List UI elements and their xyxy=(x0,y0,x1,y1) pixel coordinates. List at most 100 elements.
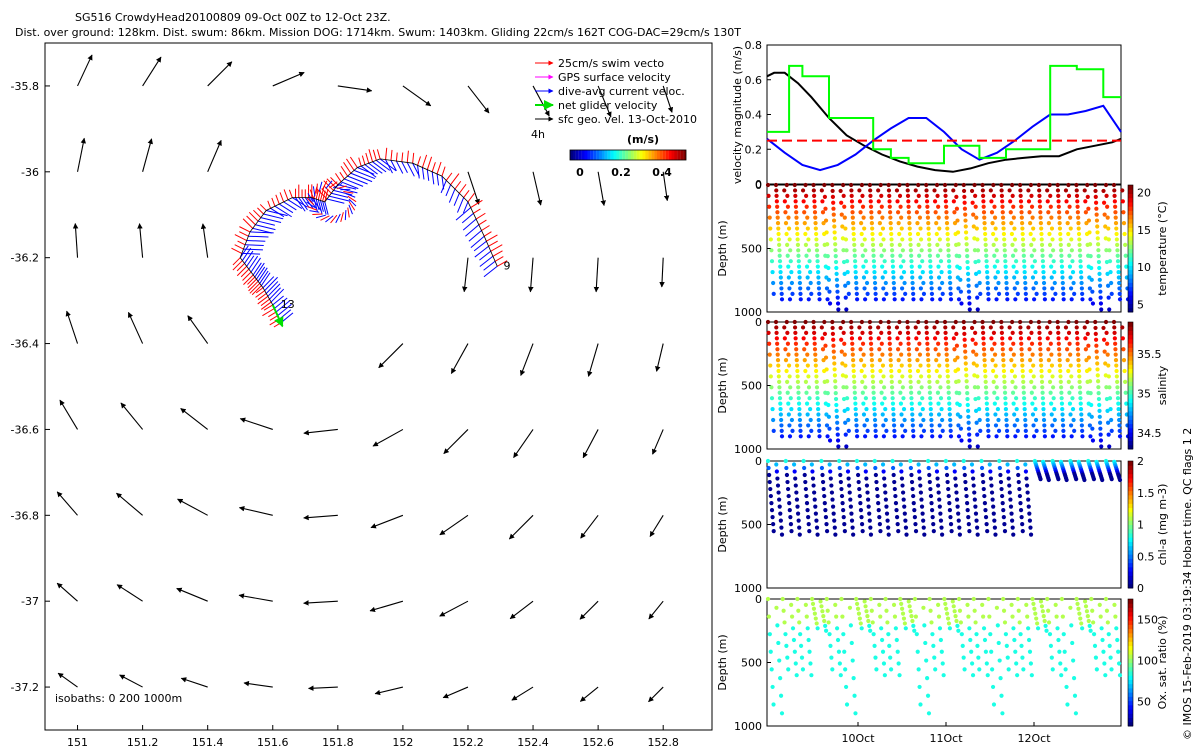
oxygen-colorbar-cell xyxy=(1128,717,1133,723)
salinity-colorbar-cell xyxy=(1128,393,1133,399)
temperature-profile-point xyxy=(977,280,982,286)
track-loop-arrow xyxy=(318,181,323,192)
salinity-colorbar-cell xyxy=(1128,432,1133,437)
salinity-profile-point xyxy=(890,396,895,401)
salinity-colorbar-cell xyxy=(1128,355,1133,361)
temperature-profile-point xyxy=(808,280,813,286)
temperature-profile-point xyxy=(802,210,807,215)
oxygen-profile-point xyxy=(1100,637,1105,643)
temperature-profile-point xyxy=(991,193,997,198)
salinity-profile-point xyxy=(1095,373,1100,378)
salinity-profile-point xyxy=(1104,330,1109,335)
temperature-profile-point xyxy=(778,275,783,280)
temperature-profile-point xyxy=(777,259,783,264)
temperature-profile-point xyxy=(918,237,924,242)
geostrophic-velocity-arrow xyxy=(200,223,209,258)
temperature-profile-point xyxy=(985,280,990,286)
oxygen-profile-point xyxy=(813,616,818,621)
salinity-profile-point xyxy=(1048,341,1053,346)
salinity-profile-point xyxy=(857,325,862,330)
salinity-profile-point xyxy=(964,373,969,378)
temperature-profile-point xyxy=(775,221,781,226)
salinity-colorbar-cell xyxy=(1128,389,1133,395)
current-velocity-arrow xyxy=(248,235,269,238)
temperature-profile-point xyxy=(873,297,878,302)
salinity-profile-point xyxy=(841,330,846,335)
salinity-profile-point xyxy=(834,402,839,408)
temperature-profile-point xyxy=(1094,218,1100,223)
velocity-ytick-label: 0 xyxy=(755,178,762,191)
salinity-profile-point xyxy=(833,385,838,390)
temperature-profile-point xyxy=(794,210,799,215)
swim-vector-arrow xyxy=(406,150,409,163)
chla-profile-point xyxy=(775,483,781,488)
oxygen-profile-point xyxy=(958,620,963,625)
salinity-profile-point xyxy=(792,325,798,330)
temperature-profile-point xyxy=(929,286,934,291)
oxygen-profile-point xyxy=(778,676,783,681)
oxygen-profile-point xyxy=(768,649,773,654)
swim-vector-arrow xyxy=(473,208,481,214)
temperature-profile-point xyxy=(982,221,987,226)
current-velocity-arrow xyxy=(353,169,376,180)
chla-profile-point xyxy=(919,497,924,502)
swim-vector-arrow xyxy=(257,207,264,215)
chla-profile-point xyxy=(997,465,1002,471)
temperature-profile-point xyxy=(775,215,780,220)
salinity-profile-point xyxy=(1080,434,1085,439)
temperature-profile-point xyxy=(1007,188,1012,193)
swim-vector-arrow xyxy=(251,285,262,296)
temperature-profile-point xyxy=(937,237,942,242)
salinity-profile-point xyxy=(1068,412,1073,417)
salinity-profile-point xyxy=(793,336,798,341)
oxygen-profile-point xyxy=(1085,613,1090,619)
oxygen-profile-point xyxy=(1059,673,1064,678)
chla-profile-point xyxy=(886,525,891,530)
temperature-profile-point xyxy=(898,204,903,209)
oxygen-profile-point xyxy=(1058,661,1063,666)
salinity-profile-point xyxy=(908,385,913,390)
chla-profile-point xyxy=(1018,508,1024,513)
salinity-profile-point xyxy=(971,361,976,366)
salinity-profile-point xyxy=(1004,417,1009,423)
oxygen-profile-point xyxy=(1094,667,1099,672)
chla-profile-point xyxy=(988,469,993,474)
chla-profile-point xyxy=(972,490,977,495)
salinity-profile-point xyxy=(902,417,907,423)
salinity-profile-point xyxy=(1032,434,1037,439)
salinity-profile-point xyxy=(1038,347,1043,352)
salinity-profile-point xyxy=(1064,347,1070,352)
current-velocity-arrow xyxy=(270,207,285,218)
temperature-profile-point xyxy=(1115,253,1120,258)
salinity-profile-point xyxy=(814,374,819,379)
chla-profile-point xyxy=(998,472,1003,478)
oxygen-profile-point xyxy=(843,684,849,690)
chla-profile-point xyxy=(841,508,846,513)
salinity-colorbar-frame xyxy=(1127,321,1134,450)
chla-profile-point xyxy=(783,458,788,464)
salinity-profile-point xyxy=(944,358,950,363)
oxygen-profile-point xyxy=(1078,616,1083,621)
oxygen-profile-point xyxy=(829,655,834,660)
chla-profile-point xyxy=(1020,529,1025,534)
salinity-profile-point xyxy=(898,390,903,395)
salinity-profile-point xyxy=(928,406,933,412)
temperature-profile-point xyxy=(1027,210,1032,215)
salinity-profile-point xyxy=(860,390,865,395)
chla-profile-point xyxy=(1056,477,1061,482)
salinity-profile-point xyxy=(900,434,905,439)
oxygen-profile-point xyxy=(1044,628,1049,633)
salinity-profile-point xyxy=(954,343,960,348)
temperature-profile-point xyxy=(890,253,895,258)
oxygen-profile-point xyxy=(912,596,918,602)
temperature-profile-point xyxy=(1061,297,1066,302)
salinity-profile-point xyxy=(1115,379,1120,384)
temperature-profile-point xyxy=(1093,188,1098,194)
chla-profile-point xyxy=(980,472,985,478)
temperature-profile-point xyxy=(870,242,876,247)
salinity-profile-point xyxy=(1028,368,1033,374)
temperature-profile-point xyxy=(1077,242,1082,247)
oxygen-ytick-label: 500 xyxy=(741,657,762,670)
temperature-profile-point xyxy=(1026,188,1031,193)
salinity-profile-point xyxy=(1004,412,1009,417)
